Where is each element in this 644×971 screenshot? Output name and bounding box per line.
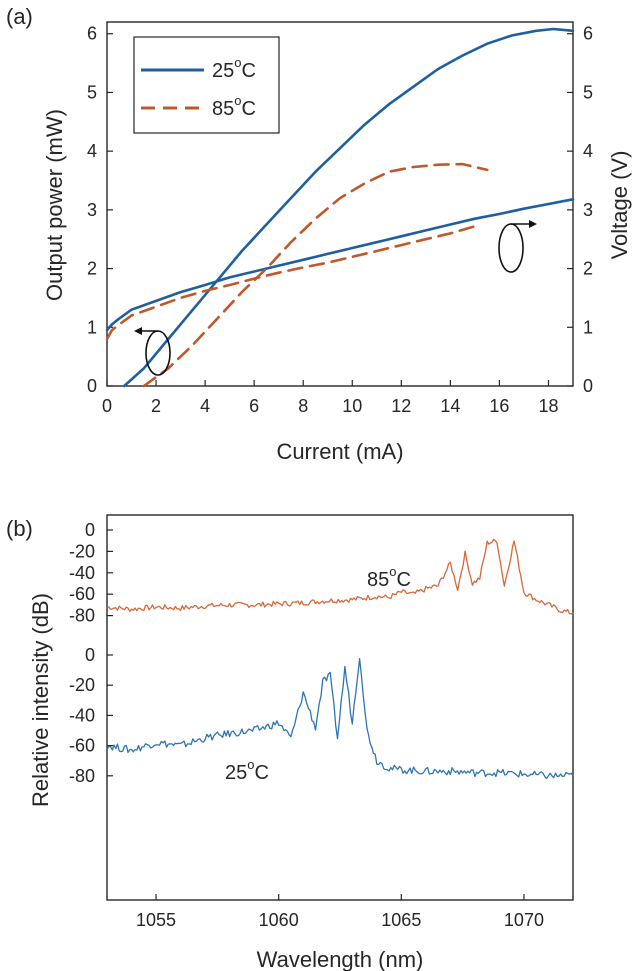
panel-b-y-tick-label: -60 bbox=[69, 584, 95, 604]
panel-a-series bbox=[105, 27, 575, 388]
panel-b-y-axis-label: Relative intensity (dB) bbox=[28, 593, 53, 807]
panel-a-x-tick-label: 10 bbox=[342, 396, 362, 416]
panel-b-y-tick-label: -80 bbox=[69, 606, 95, 626]
panel-a-x-ticks: 0 2 4 6 8 10 12 14 16 18 bbox=[102, 380, 558, 416]
panel-b-x-tick-label: 1060 bbox=[259, 910, 299, 930]
panel-a-x-tick-label: 8 bbox=[298, 396, 308, 416]
panel-a-right-y-axis-label: Voltage (V) bbox=[607, 151, 632, 260]
spectrum-line-2 bbox=[106, 658, 574, 780]
spectrum-line-1 bbox=[106, 538, 574, 615]
panel-b-plot-frame bbox=[106, 514, 574, 901]
panel-b-series bbox=[106, 538, 574, 780]
panel-a-label: (a) bbox=[6, 4, 33, 29]
panel-b: (b) 1055 1060 1065 1070 0-20-40-60-800-20-4… bbox=[6, 514, 574, 971]
panel-a-x-tick-label: 18 bbox=[538, 396, 558, 416]
right-axis-ellipse bbox=[498, 223, 524, 273]
series-line-3 bbox=[142, 162, 489, 388]
panel-a-legend: 25oC 85oC bbox=[133, 36, 280, 134]
legend-label-25c: 25oC bbox=[212, 55, 256, 82]
panel-a-y-tick-label: 4 bbox=[87, 141, 97, 161]
panel-b-y-tick-label: -20 bbox=[69, 541, 95, 561]
panel-a-y-ticks-right: 0 1 2 3 4 5 6 bbox=[567, 24, 593, 396]
panel-b-x-tick-label: 1065 bbox=[381, 910, 421, 930]
panel-a-y-right-tick-label: 1 bbox=[583, 317, 593, 337]
panel-b-y-tick-label: -40 bbox=[69, 705, 95, 725]
arrow-left-icon bbox=[134, 327, 142, 335]
panel-a-y-tick-label: 1 bbox=[87, 317, 97, 337]
panel-a-x-axis-label: Current (mA) bbox=[276, 439, 403, 464]
series-line-2 bbox=[105, 198, 575, 332]
panel-a-x-tick-label: 4 bbox=[200, 396, 210, 416]
panel-a-y-tick-label: 6 bbox=[87, 24, 97, 44]
panel-a-y-right-tick-label: 2 bbox=[583, 259, 593, 279]
left-axis-indicator bbox=[134, 327, 171, 376]
panel-a-y-right-tick-label: 6 bbox=[583, 24, 593, 44]
panel-a-y-axis-label: Output power (mW) bbox=[42, 109, 67, 301]
legend-frame bbox=[133, 36, 280, 134]
panel-a-x-tick-label: 2 bbox=[151, 396, 161, 416]
panel-b-label: (b) bbox=[6, 516, 33, 541]
panel-b-y-tick-label: -80 bbox=[69, 766, 95, 786]
series-line-4 bbox=[105, 225, 477, 341]
panel-a-y-right-tick-label: 3 bbox=[583, 200, 593, 220]
panel-b-x-tick-label: 1070 bbox=[504, 910, 544, 930]
panel-b-y-ticks: 0-20-40-60-800-20-40-60-80 bbox=[69, 520, 113, 786]
panel-a-plot-frame bbox=[106, 21, 574, 387]
panel-b-x-ticks: 1055 1060 1065 1070 bbox=[136, 894, 544, 930]
panel-a-x-tick-label: 6 bbox=[249, 396, 259, 416]
series-line-1 bbox=[122, 27, 575, 388]
panel-a-y-right-tick-label: 4 bbox=[583, 141, 593, 161]
panel-b-x-axis-label: Wavelength (nm) bbox=[257, 947, 424, 971]
panel-a-x-tick-label: 12 bbox=[391, 396, 411, 416]
panel-b-y-tick-label: -40 bbox=[69, 563, 95, 583]
panel-b-x-tick-label: 1055 bbox=[136, 910, 176, 930]
arrow-right-icon bbox=[529, 220, 537, 228]
panel-a-x-tick-label: 0 bbox=[102, 396, 112, 416]
panel-a-y-right-tick-label: 0 bbox=[583, 376, 593, 396]
panel-b-y-tick-label: -20 bbox=[69, 675, 95, 695]
panel-a-y-tick-label: 2 bbox=[87, 259, 97, 279]
annotation-85c: 85oC bbox=[367, 564, 411, 591]
panel-a-y-right-tick-label: 5 bbox=[583, 82, 593, 102]
panel-b-y-tick-label: 0 bbox=[85, 520, 95, 540]
panel-a-y-tick-label: 3 bbox=[87, 200, 97, 220]
panel-a-x-tick-label: 16 bbox=[489, 396, 509, 416]
right-axis-indicator bbox=[498, 220, 537, 273]
panel-a-y-tick-label: 5 bbox=[87, 82, 97, 102]
panel-b-y-tick-label: -60 bbox=[69, 736, 95, 756]
panel-b-y-tick-label: 0 bbox=[85, 645, 95, 665]
panel-a-y-ticks: 0 1 2 3 4 5 6 bbox=[87, 24, 113, 396]
legend-label-85c: 85oC bbox=[212, 93, 256, 120]
annotation-25c: 25oC bbox=[225, 757, 269, 784]
panel-a-y-tick-label: 0 bbox=[87, 376, 97, 396]
panel-a-x-tick-label: 14 bbox=[440, 396, 460, 416]
